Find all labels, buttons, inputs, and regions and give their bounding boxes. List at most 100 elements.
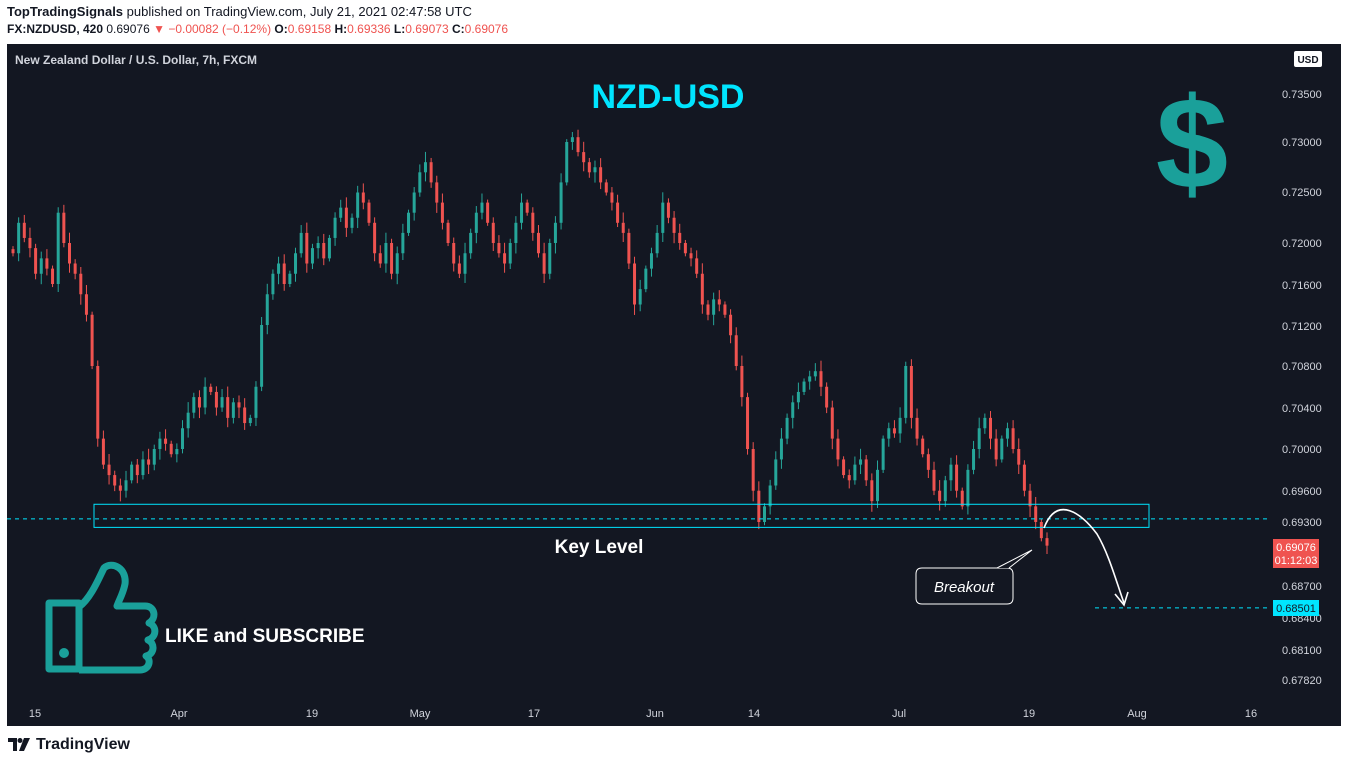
candle-body [452, 243, 456, 264]
candle-body [666, 202, 670, 218]
candle-body [796, 391, 800, 403]
candle-body [542, 253, 546, 274]
publisher-name[interactable]: TopTradingSignals [7, 4, 124, 19]
candle-body [604, 182, 608, 193]
candle-body [135, 464, 139, 476]
candle-body [977, 428, 981, 449]
candle-body [378, 253, 382, 264]
candle-body [712, 299, 716, 315]
candle-body [791, 402, 795, 418]
candle-body [373, 222, 377, 254]
candle-body [220, 397, 224, 408]
candle-body [570, 137, 574, 142]
candle-body [130, 464, 134, 481]
candle-body [209, 386, 213, 392]
candle-body [158, 438, 162, 449]
candle-body [514, 222, 518, 243]
candle-body [39, 258, 43, 274]
candle-body [316, 243, 320, 249]
candle-body [474, 212, 478, 233]
price-axis[interactable]: 0.73500 0.73000 0.72500 0.72000 0.71600 0.712… [1282, 89, 1322, 687]
currency-label: USD [1297, 55, 1318, 66]
breakout-callout: Breakout [915, 549, 1033, 605]
candle-body [802, 381, 806, 392]
candle-body [926, 454, 930, 470]
key-level-zone[interactable] [93, 503, 1150, 528]
candle-body [265, 294, 269, 325]
candle-body [62, 212, 66, 243]
published-text: published on TradingView.com, July 21, 2… [123, 4, 472, 19]
candle-body [644, 268, 648, 290]
levels-group [7, 503, 1271, 609]
y-tick-label: 0.71200 [1282, 321, 1322, 333]
candle-body [497, 243, 501, 254]
candle-body [904, 366, 908, 418]
time-axis[interactable]: 15 Apr 19 May 17 Jun 14 Jul 19 Aug 16 [29, 708, 1257, 720]
low-value: 0.69073 [405, 22, 449, 36]
breakout-label: Breakout [934, 579, 995, 596]
symbol-label: FX:NZDUSD, 420 [7, 22, 104, 36]
candle-body [186, 412, 190, 429]
candle-body [616, 202, 620, 223]
candle-body [231, 402, 235, 418]
candle-body [859, 459, 863, 465]
candle-body [1005, 428, 1009, 439]
candle-body [254, 386, 258, 418]
candle-body [689, 253, 693, 259]
candle-body [90, 314, 94, 366]
x-tick-label: May [410, 708, 431, 720]
candle-body [983, 417, 987, 429]
candle-body [813, 371, 817, 377]
candle-body [361, 192, 365, 203]
candle-body [429, 162, 433, 183]
candle-body [655, 232, 659, 254]
countdown-value: 01:12:03 [1275, 555, 1318, 567]
candle-body [322, 243, 326, 259]
instrument-label: New Zealand Dollar / U.S. Dollar, 7h, FX… [15, 53, 257, 67]
candle-body [79, 273, 83, 295]
last-price-tag: 0.69076 01:12:03 [1273, 539, 1319, 568]
candle-body [344, 207, 348, 228]
y-tick-label: 0.72500 [1282, 187, 1322, 199]
candle-body [1034, 506, 1038, 522]
candle-body [107, 464, 111, 476]
x-tick-label: 17 [528, 708, 540, 720]
candle-body [695, 258, 699, 274]
candle-body [661, 202, 665, 233]
candle-body [243, 407, 247, 424]
tradingview-footer[interactable]: TradingView [8, 734, 130, 756]
candle-body [887, 428, 891, 439]
candle-body [45, 258, 49, 269]
candle-body [356, 192, 360, 218]
candle-body [51, 268, 55, 284]
candle-body [11, 249, 15, 254]
candle-body [559, 182, 563, 223]
candle-body [503, 253, 507, 264]
candle-body [350, 217, 354, 228]
candle-body [508, 243, 512, 264]
candle-body [921, 438, 925, 455]
close-value: 0.69076 [464, 22, 509, 36]
usd-badge[interactable]: USD [1294, 51, 1322, 67]
chart-area[interactable]: New Zealand Dollar / U.S. Dollar, 7h, FX… [7, 44, 1341, 726]
high-value: 0.69336 [347, 22, 391, 36]
candle-body [966, 469, 970, 507]
candle-body [113, 475, 117, 486]
candle-body [960, 490, 964, 507]
candle-body [576, 137, 580, 153]
candle-body [938, 490, 942, 502]
candle-body [22, 222, 26, 238]
candle-body [582, 152, 586, 163]
candle-body [34, 248, 38, 274]
candle-body [152, 449, 156, 465]
chart-background [7, 44, 1341, 726]
candle-body [729, 314, 733, 336]
candle-body [723, 304, 727, 315]
candle-body [988, 417, 992, 439]
change-value: ▼ −0.00082 (−0.12%) [153, 22, 272, 36]
candle-body [915, 417, 919, 439]
candle-body [610, 192, 614, 203]
candle-body [525, 202, 529, 213]
candle-body [638, 289, 642, 305]
candle-body [282, 263, 286, 284]
